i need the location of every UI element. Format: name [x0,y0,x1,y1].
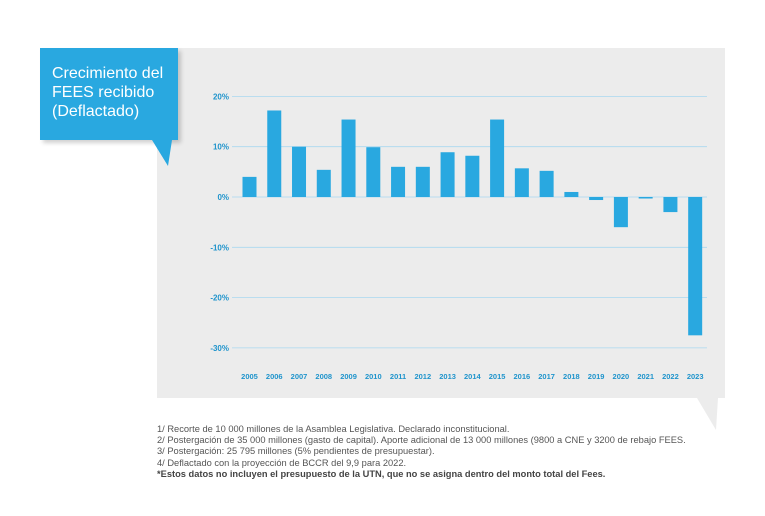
chart-panel [157,48,725,398]
x-tick-label: 2020 [613,372,630,381]
y-axis-ticks: 20% 10% 0% -10% -20% -30% [210,92,229,353]
x-tick-label: 2022 [662,372,679,381]
x-axis-ticks: 2005 2006 2007 2008 2009 2010 2011 2012 2013 2014… [241,372,703,381]
gridlines [232,96,707,349]
bar-primary [490,119,505,197]
x-tick-label: 2021 [637,372,654,381]
bars [242,110,703,336]
y-tick-label: -10% [210,243,229,252]
bar-primary [539,170,554,197]
footnote-3: 3/ Postergación: 25 795 millones (5% pen… [157,446,435,457]
x-tick-label: 2008 [315,372,332,381]
x-tick-label: 2013 [439,372,456,381]
x-tick-label: 2018 [563,372,580,381]
footnotes: 1/ Recorte de 10 000 millones de la Asam… [157,424,757,480]
bar-primary [589,197,604,201]
y-tick-label: -20% [210,294,229,303]
bar-primary [292,146,307,197]
bar-primary [663,197,678,213]
y-tick-label: 0% [217,193,229,202]
bar-primary [638,197,653,199]
x-tick-label: 2007 [291,372,308,381]
x-tick-label: 2006 [266,372,283,381]
bar-primary [415,166,430,197]
bar-primary [613,197,628,228]
x-tick-label: 2016 [514,372,531,381]
footnote-disclaimer: *Estos datos no incluyen el presupuesto … [157,468,606,479]
footnote-1: 1/ Recorte de 10 000 millones de la Asam… [157,424,510,434]
footnote-4: 4/ Deflactado con la proyección de BCCR … [157,457,407,468]
y-tick-label: 20% [213,92,229,101]
title-callout: Crecimiento del FEES recibido (Deflactad… [40,48,178,140]
bar-primary [440,152,455,197]
x-tick-label: 2019 [588,372,605,381]
y-tick-label: 10% [213,143,229,152]
title-line-3: (Deflactado) [52,103,140,120]
bar-primary [391,166,406,197]
x-tick-label: 2023 [687,372,704,381]
bar-primary [242,176,257,197]
x-tick-label: 2014 [464,372,482,381]
footnote-2: 2/ Postergación de 35 000 millones (gast… [157,435,686,446]
title-line-1: Crecimiento del [52,65,164,82]
x-tick-label: 2017 [538,372,555,381]
x-tick-label: 2005 [241,372,258,381]
x-tick-label: 2011 [390,372,406,381]
y-tick-label: -30% [210,344,229,353]
title-line-2: FEES recibido [52,84,155,101]
bar-primary [688,197,703,336]
bar-primary [514,168,529,197]
bar-primary [267,110,282,197]
x-tick-label: 2012 [414,372,431,381]
bar-primary [366,147,381,197]
bar-primary [316,169,331,197]
chart-title: Crecimiento del FEES recibido (Deflactad… [52,64,176,121]
x-tick-label: 2010 [365,372,382,381]
bar-primary [341,119,356,197]
bar-primary [465,155,480,197]
bar-primary [564,191,579,197]
x-tick-label: 2015 [489,372,506,381]
x-tick-label: 2009 [340,372,357,381]
